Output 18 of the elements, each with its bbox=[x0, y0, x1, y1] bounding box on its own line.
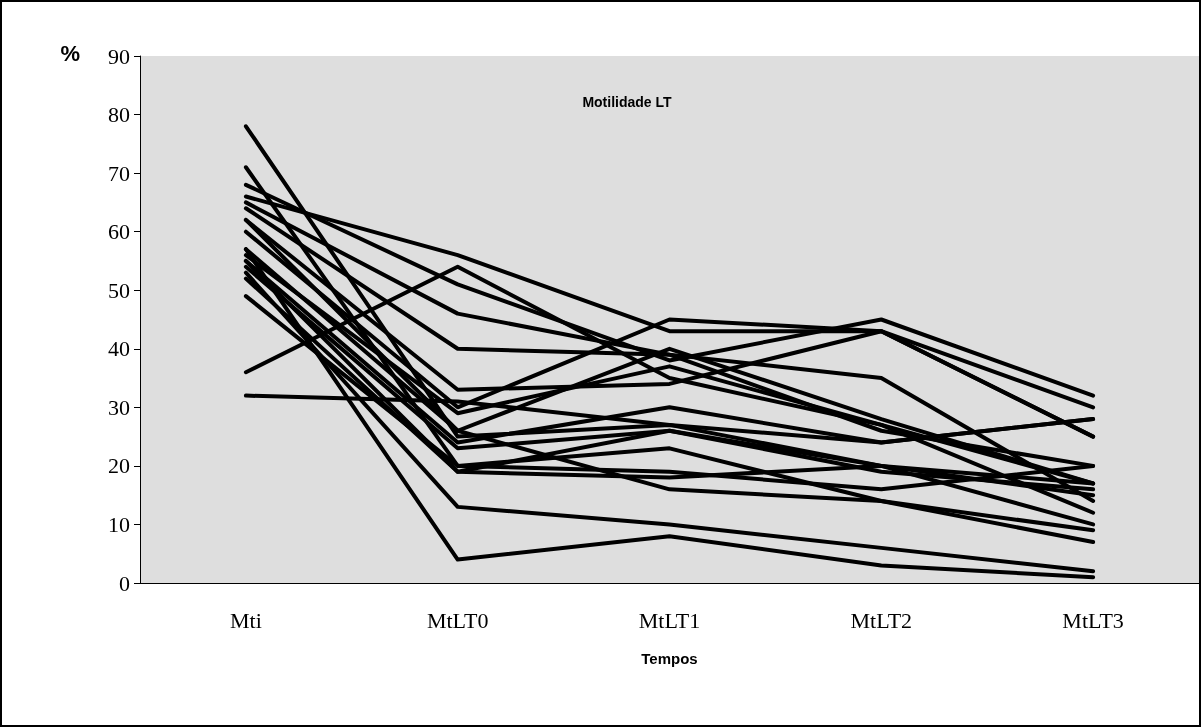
y-tick-label: 40 bbox=[108, 336, 130, 362]
x-tick-label: Mti bbox=[230, 607, 262, 633]
y-tick-label: 20 bbox=[108, 453, 130, 479]
y-tick-label: 50 bbox=[108, 277, 130, 303]
y-tick-label: 70 bbox=[108, 160, 130, 186]
text: Motilidade LT bbox=[582, 94, 673, 110]
x-tick-label: MtLT2 bbox=[850, 607, 913, 633]
y-axis-title: % bbox=[60, 40, 80, 66]
y-tick-label: 10 bbox=[108, 511, 130, 537]
y-tick-label: 60 bbox=[108, 219, 130, 245]
y-tick-label: 0 bbox=[119, 570, 130, 596]
y-tick-label: 30 bbox=[108, 394, 130, 420]
x-tick-label: MtLT3 bbox=[1062, 607, 1124, 633]
x-tick-label: MtLT0 bbox=[426, 607, 489, 633]
x-tick-label: MtLT1 bbox=[638, 607, 701, 633]
x-axis-title: Tempos bbox=[641, 650, 698, 667]
y-tick-label: 90 bbox=[108, 43, 130, 69]
y-tick-label: 80 bbox=[108, 102, 130, 128]
